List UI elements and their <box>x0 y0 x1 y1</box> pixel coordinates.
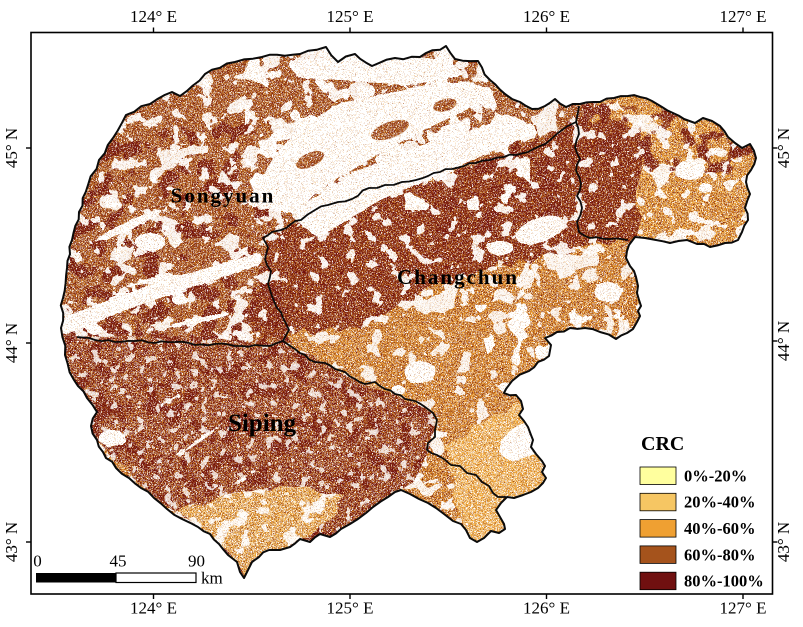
svg-text:40%-60%: 40%-60% <box>684 519 756 538</box>
svg-text:60%-80%: 60%-80% <box>684 545 756 564</box>
svg-text:44° N: 44° N <box>774 321 793 361</box>
svg-text:80%-100%: 80%-100% <box>684 572 764 591</box>
svg-text:45° N: 45° N <box>774 128 793 168</box>
svg-text:125° E: 125° E <box>327 599 374 618</box>
svg-text:0: 0 <box>33 552 42 571</box>
svg-text:CRC: CRC <box>641 433 684 455</box>
svg-text:0%-20%: 0%-20% <box>684 466 747 485</box>
svg-text:126° E: 126° E <box>523 7 570 26</box>
svg-text:45° N: 45° N <box>2 128 21 168</box>
svg-text:km: km <box>201 569 223 588</box>
svg-text:45: 45 <box>110 552 127 571</box>
svg-text:44° N: 44° N <box>2 323 21 363</box>
svg-text:43° N: 43° N <box>2 522 21 562</box>
svg-text:Songyuan: Songyuan <box>171 184 276 208</box>
svg-text:127° E: 127° E <box>720 599 767 618</box>
svg-text:125° E: 125° E <box>327 7 374 26</box>
svg-text:124° E: 124° E <box>130 599 177 618</box>
svg-text:127° E: 127° E <box>720 7 767 26</box>
svg-text:126° E: 126° E <box>523 599 570 618</box>
svg-text:Changchun: Changchun <box>397 265 519 289</box>
svg-text:43° N: 43° N <box>774 522 793 562</box>
svg-text:90: 90 <box>188 552 205 571</box>
svg-text:124° E: 124° E <box>130 7 177 26</box>
svg-text:20%-40%: 20%-40% <box>684 493 756 512</box>
svg-text:Siping: Siping <box>228 410 297 437</box>
